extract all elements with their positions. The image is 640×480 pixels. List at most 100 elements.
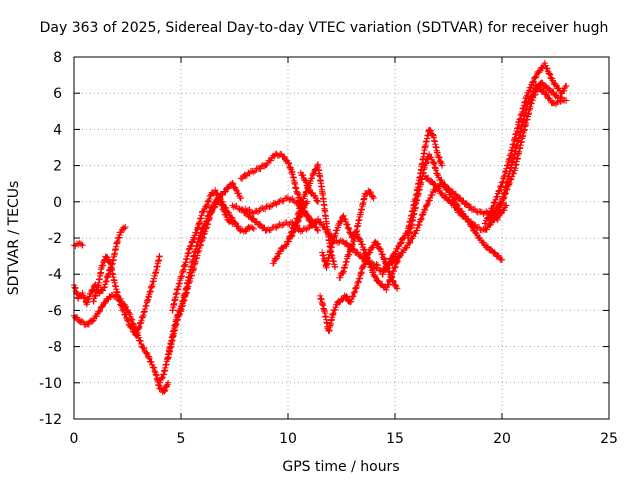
data-point-marks bbox=[316, 292, 328, 313]
trace-0 bbox=[70, 223, 129, 308]
data-point-marks bbox=[331, 221, 342, 239]
data-point-marks bbox=[383, 276, 394, 294]
data-point-marks bbox=[278, 151, 291, 165]
data-point-marks bbox=[79, 242, 86, 249]
data-point-marks bbox=[182, 246, 193, 268]
data-point-marks bbox=[173, 275, 184, 297]
data-point-marks bbox=[379, 261, 393, 275]
data-point-marks bbox=[421, 173, 436, 186]
data-point-marks bbox=[464, 216, 479, 229]
data-point-marks bbox=[421, 188, 437, 214]
data-point-marks bbox=[511, 132, 527, 174]
data-point-marks bbox=[90, 312, 100, 324]
data-point-marks bbox=[297, 224, 312, 235]
data-point-marks bbox=[237, 226, 247, 235]
y-tick-label: 2 bbox=[53, 159, 62, 175]
data-point-marks bbox=[263, 152, 278, 168]
x-tick-label: 15 bbox=[386, 431, 404, 447]
data-point-marks bbox=[156, 252, 163, 260]
data-point-marks bbox=[323, 248, 334, 271]
y-tick-label: -8 bbox=[48, 340, 62, 356]
data-point-marks bbox=[145, 272, 159, 301]
data-point-marks bbox=[404, 222, 415, 242]
data-point-marks bbox=[430, 159, 441, 177]
data-point-marks bbox=[473, 230, 488, 247]
data-point-marks bbox=[246, 211, 261, 226]
data-point-marks bbox=[233, 223, 244, 235]
data-point-marks bbox=[306, 186, 316, 197]
data-point-marks bbox=[389, 277, 400, 291]
data-point-marks bbox=[372, 238, 383, 252]
data-point-marks bbox=[357, 193, 368, 216]
data-point-marks bbox=[353, 230, 364, 243]
data-point-marks bbox=[139, 293, 152, 321]
data-point-marks bbox=[156, 384, 166, 396]
data-point-marks bbox=[430, 132, 441, 156]
data-point-marks bbox=[368, 239, 379, 252]
y-axis-label: SDTVAR / TECUs bbox=[6, 181, 22, 296]
y-tick-label: -12 bbox=[39, 412, 62, 428]
data-point-marks bbox=[246, 223, 256, 232]
data-point-marks bbox=[177, 293, 189, 315]
data-point-marks bbox=[338, 292, 348, 303]
data-point-marks bbox=[460, 197, 475, 211]
data-point-marks bbox=[289, 168, 300, 192]
data-point-marks bbox=[165, 337, 176, 361]
data-point-marks bbox=[164, 379, 172, 386]
data-point-marks bbox=[304, 198, 311, 205]
data-point-marks bbox=[507, 119, 522, 159]
data-point-marks bbox=[515, 101, 531, 141]
data-point-marks bbox=[357, 238, 368, 254]
data-point-marks bbox=[366, 188, 377, 200]
data-point-marks bbox=[199, 225, 210, 242]
x-tick-label: 5 bbox=[177, 431, 186, 447]
data-point-marks bbox=[111, 279, 122, 301]
data-points bbox=[70, 59, 570, 396]
data-point-marks bbox=[336, 269, 347, 281]
data-point-marks bbox=[224, 209, 235, 221]
data-point-marks bbox=[498, 167, 514, 206]
data-point-marks bbox=[404, 230, 419, 249]
y-tick-label: 4 bbox=[53, 122, 62, 138]
data-point-marks bbox=[237, 194, 245, 202]
data-point-marks bbox=[289, 219, 300, 235]
data-point-marks bbox=[229, 179, 240, 193]
data-point-marks bbox=[160, 354, 171, 378]
data-point-marks bbox=[349, 232, 360, 250]
data-point-marks bbox=[421, 126, 433, 151]
data-point-marks bbox=[284, 159, 295, 176]
x-tick-label: 20 bbox=[493, 431, 511, 447]
data-point-marks bbox=[122, 223, 129, 231]
data-point-marks bbox=[325, 311, 336, 335]
y-tick-label: 0 bbox=[53, 195, 62, 211]
data-point-marks bbox=[224, 217, 235, 226]
trace-9 bbox=[242, 194, 317, 227]
data-point-marks bbox=[314, 227, 322, 234]
data-point-marks bbox=[237, 169, 252, 182]
data-point-marks bbox=[190, 249, 201, 272]
data-point-marks bbox=[438, 162, 446, 169]
data-point-marks bbox=[169, 320, 180, 344]
data-point-marks bbox=[374, 277, 385, 289]
x-tick-label: 25 bbox=[600, 431, 618, 447]
data-point-marks bbox=[182, 279, 193, 299]
data-point-marks bbox=[334, 298, 344, 306]
data-point-marks bbox=[169, 290, 180, 314]
data-point-marks bbox=[533, 82, 547, 95]
data-point-marks bbox=[100, 273, 111, 291]
data-point-marks bbox=[160, 381, 171, 395]
data-point-marks bbox=[434, 151, 445, 167]
data-point-marks bbox=[75, 239, 85, 248]
data-point-marks bbox=[327, 233, 338, 251]
data-point-marks bbox=[203, 210, 214, 231]
x-axis-label: GPS time / hours bbox=[282, 459, 399, 475]
data-point-marks bbox=[545, 85, 560, 100]
chart-title: Day 363 of 2025, Sidereal Day-to-day VTE… bbox=[40, 20, 609, 36]
data-point-marks bbox=[340, 212, 351, 228]
data-point-marks bbox=[186, 266, 197, 285]
data-point-marks bbox=[541, 59, 556, 84]
trace-13 bbox=[316, 238, 401, 335]
data-point-marks bbox=[293, 204, 304, 222]
x-tick-label: 10 bbox=[279, 431, 297, 447]
